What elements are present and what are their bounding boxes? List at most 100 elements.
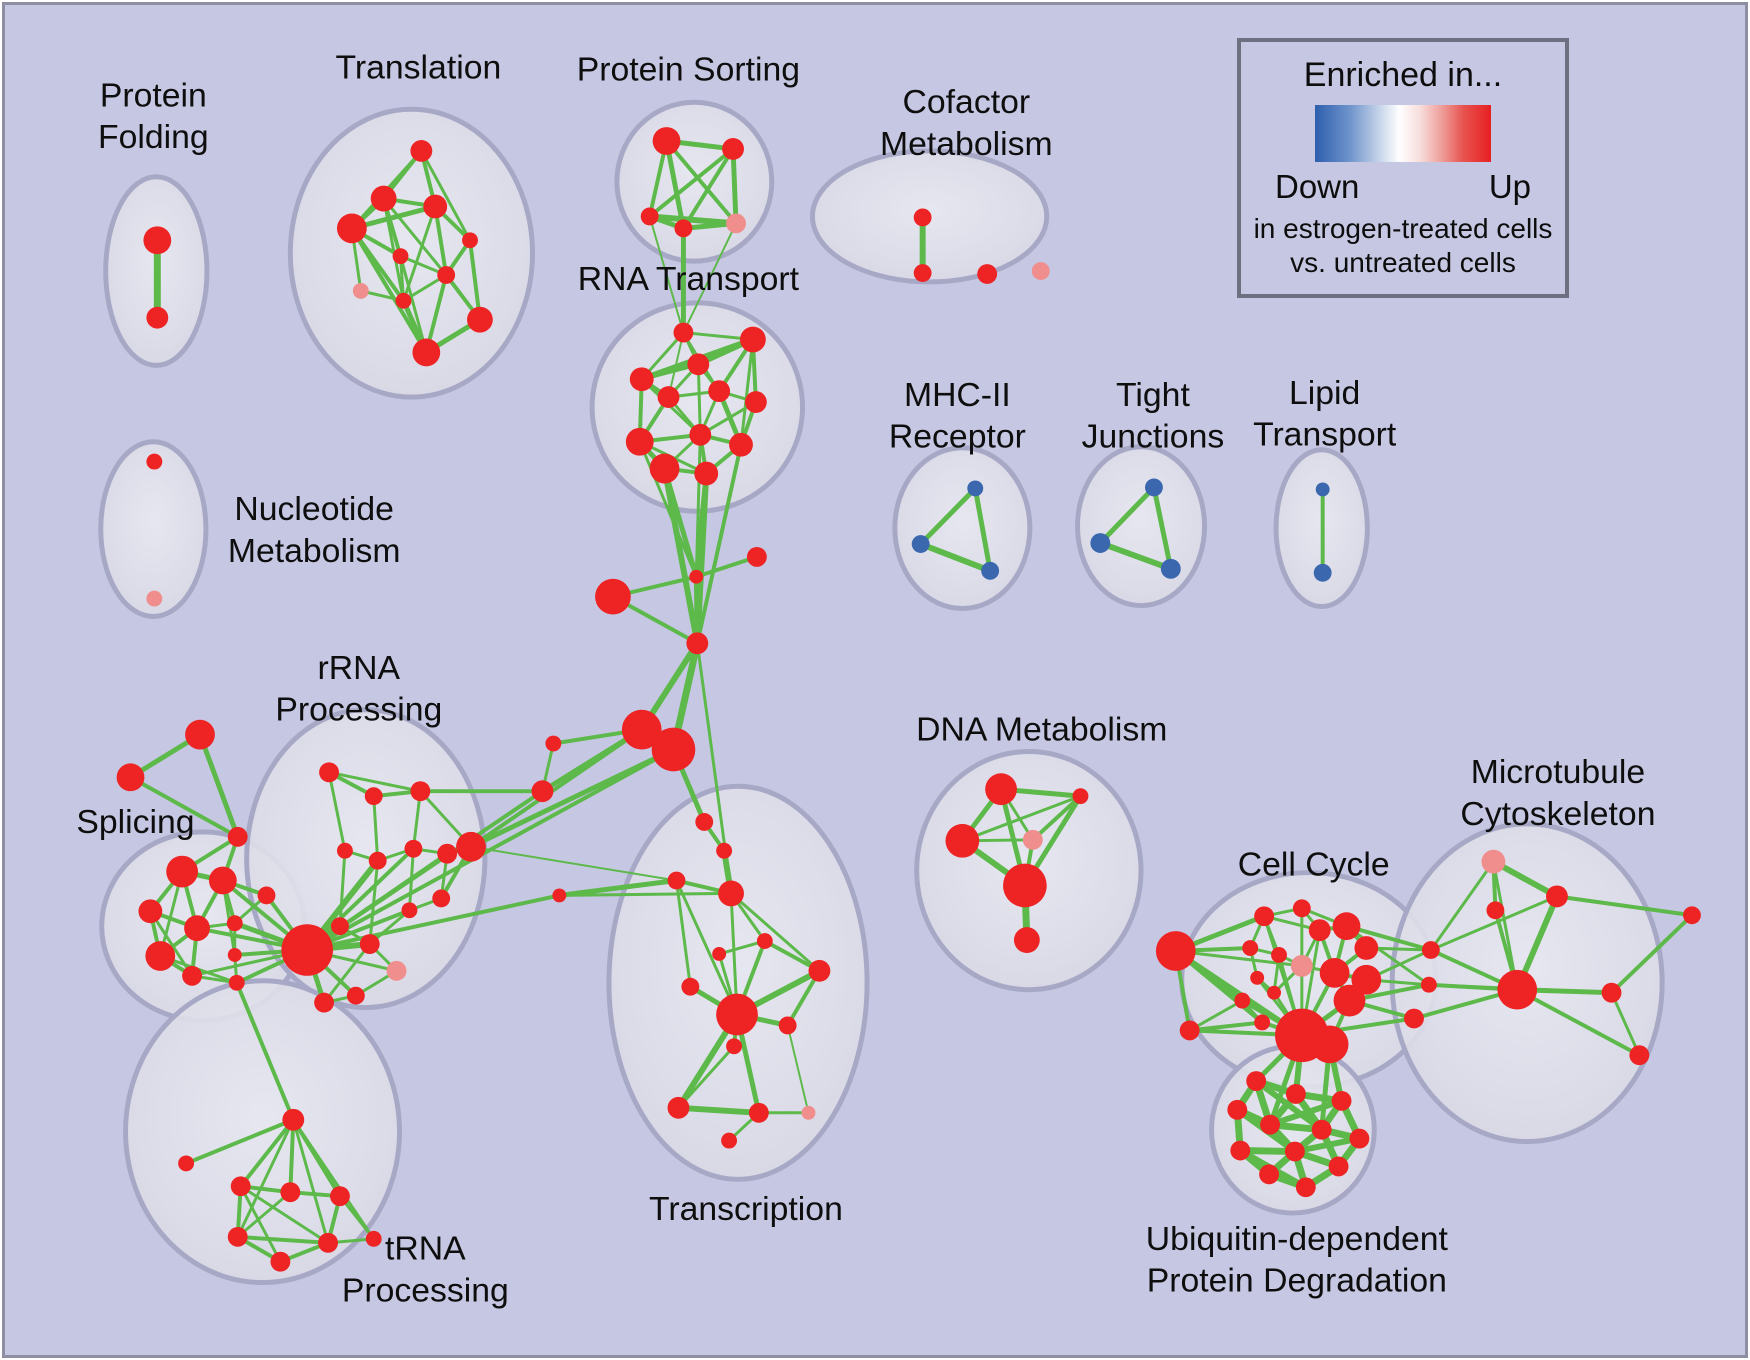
cluster-label-protein-folding: Protein [100,76,207,114]
cluster-ellipse-tight-junctions [1075,444,1208,609]
network-node-u10 [1259,1164,1280,1185]
network-node-q9 [359,934,380,954]
network-edge [238,1117,296,1189]
network-node-c8 [552,888,567,903]
network-edge [730,146,739,226]
network-edge [1344,924,1433,952]
network-node-y16 [1333,984,1366,1017]
network-edge [661,465,701,647]
network-node-pf0 [143,226,172,255]
network-edge [729,891,821,973]
network-edge [468,238,482,322]
network-node-u5 [1311,1119,1332,1140]
network-node-t2 [423,194,448,219]
network-node-b0 [967,480,984,497]
network-edge [1490,858,1560,900]
network-node-q8 [331,917,349,936]
network-node-u7 [1230,1140,1251,1161]
cluster-label-translation: Translation [336,48,502,86]
network-node-c7 [531,780,554,803]
network-node-y2 [1254,906,1275,927]
network-edge [917,541,994,574]
network-edge [696,362,702,437]
network-node-d5 [1013,927,1040,953]
network-edge [235,1234,331,1245]
network-node-p9 [257,886,276,905]
network-node-t8 [395,292,412,309]
legend-down-label: Down [1275,168,1360,205]
cluster-ellipse-nucleotide-metabolism [98,439,209,619]
network-edge [638,440,698,579]
network-edge [676,1044,736,1110]
cluster-label-ubiquitin-degradation: Ubiquitin-dependent [1146,1220,1449,1258]
network-node-p6 [182,965,202,986]
network-edge [291,1118,330,1245]
network-node-b7 [1313,563,1332,582]
network-node-d4 [1003,863,1047,908]
network-edge [239,1184,282,1264]
network-edge [236,1190,292,1239]
network-node-y15 [1254,1014,1271,1031]
network-node-t5 [392,248,409,265]
network-node-u9 [1328,1156,1349,1177]
network-node-n4 [330,1186,350,1207]
cluster-label-dna-metabolism: DNA Metabolism [916,711,1167,749]
network-node-x8 [716,993,758,1036]
network-node-y7 [1242,940,1259,956]
network-node-x12 [748,1102,769,1123]
cluster-label-lipid-transport: Lipid [1289,374,1360,412]
network-node-p2 [138,899,163,924]
cluster-ellipse-transcription [606,783,870,1182]
network-node-r4 [657,386,680,409]
network-node-e1 [146,590,163,607]
network-node-x3 [718,880,744,907]
network-edge [695,442,743,646]
network-edge [682,222,738,334]
network-node-n8 [365,1230,382,1247]
network-node-c3 [686,632,709,655]
network-edge [291,1118,376,1241]
network-node-t1 [370,185,397,212]
network-node-m1 [1546,885,1568,908]
network-edge [674,879,692,989]
network-edge [693,574,700,646]
network-node-r3 [629,367,654,392]
network-node-f1 [913,264,932,282]
network-node-q10 [401,902,418,919]
cluster-label-cofactor-metabolism: Cofactor [903,83,1031,121]
network-node-m3 [1497,969,1538,1010]
network-node-r9 [729,432,753,457]
legend: Enriched in... Down Up in estrogen-treat… [1237,38,1569,298]
network-edge [234,980,296,1122]
cluster-label-trna-processing: Processing [342,1271,509,1309]
network-node-n5 [227,1226,248,1247]
network-node-q14 [346,986,365,1005]
network-edge [674,879,739,1017]
network-edge [1097,484,1157,546]
network-node-x6 [808,959,831,982]
network-node-m0 [1481,849,1506,874]
cluster-label-rrna-processing: Processing [275,691,442,729]
network-edge [1097,540,1174,572]
network-node-s4 [726,213,746,234]
network-edge [327,770,347,853]
network-node-x9 [778,1016,797,1035]
network-node-y21 [1404,1008,1424,1029]
cluster-label-nucleotide-metabolism: Metabolism [228,532,401,570]
network-node-y18 [1310,1025,1349,1064]
network-edge [1609,913,1694,995]
network-node-p5 [145,941,176,971]
network-node-s3 [674,219,693,238]
network-node-q11 [432,889,451,908]
network-node-r11 [694,461,719,486]
network-node-x2 [667,871,686,890]
cluster-label-microtubule-cytoskeleton: Cytoskeleton [1460,795,1655,833]
network-edge [556,878,679,898]
network-node-r1 [740,326,766,353]
network-node-x13 [801,1105,816,1120]
network-node-q13 [314,992,335,1013]
cluster-label-cell-cycle: Cell Cycle [1238,846,1390,884]
network-edge [305,893,562,952]
network-node-y10 [1319,957,1350,988]
network-node-c6 [545,735,562,752]
